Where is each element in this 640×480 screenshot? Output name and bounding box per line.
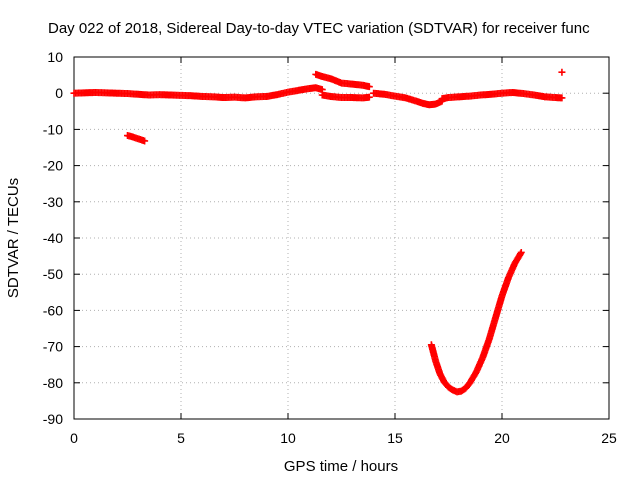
series-rise (263, 84, 326, 100)
data-point (141, 137, 149, 145)
y-tick-label: -80 (43, 375, 63, 391)
y-tick-label: -60 (43, 302, 63, 318)
y-tick-label: 0 (55, 85, 63, 101)
data-point (517, 248, 525, 256)
x-tick-label: 25 (601, 430, 617, 446)
data-point (365, 93, 373, 101)
y-tick-label: -10 (43, 121, 63, 137)
series-lower-branch (318, 91, 373, 102)
grid-lines (74, 57, 609, 419)
series-isolated-positive (558, 68, 566, 76)
data-point (558, 94, 566, 102)
y-tick-label: -50 (43, 266, 63, 282)
y-tick-label: 10 (47, 49, 63, 65)
data-point (558, 68, 566, 76)
series-mid (370, 89, 446, 109)
series-baseline-early (70, 88, 271, 102)
x-tick-label: 0 (70, 430, 78, 446)
x-tick-label: 10 (280, 430, 296, 446)
y-tick-label: -40 (43, 230, 63, 246)
series-dip (427, 248, 525, 396)
data-points (70, 68, 566, 396)
y-tick-label: -20 (43, 158, 63, 174)
series-late-hump (312, 70, 373, 91)
series-baseline-late (438, 88, 566, 103)
axis-ticks: 0 5 10 15 20 25 10 0 -10 -20 -30 -40 -50 -60 -70 -80 -90 (43, 49, 617, 446)
data-point (516, 250, 524, 258)
y-tick-label: -70 (43, 339, 63, 355)
chart-title: Day 022 of 2018, Sidereal Day-to-day VTE… (48, 20, 590, 37)
y-axis-label: SDTVAR / TECUs (5, 178, 22, 298)
x-tick-label: 20 (494, 430, 510, 446)
data-point (365, 83, 373, 91)
y-tick-label: -90 (43, 411, 63, 427)
x-tick-label: 15 (387, 430, 403, 446)
y-tick-label: -30 (43, 194, 63, 210)
series-isolated-negative (124, 132, 149, 145)
x-tick-label: 5 (177, 430, 185, 446)
x-axis-label: GPS time / hours (284, 458, 398, 475)
